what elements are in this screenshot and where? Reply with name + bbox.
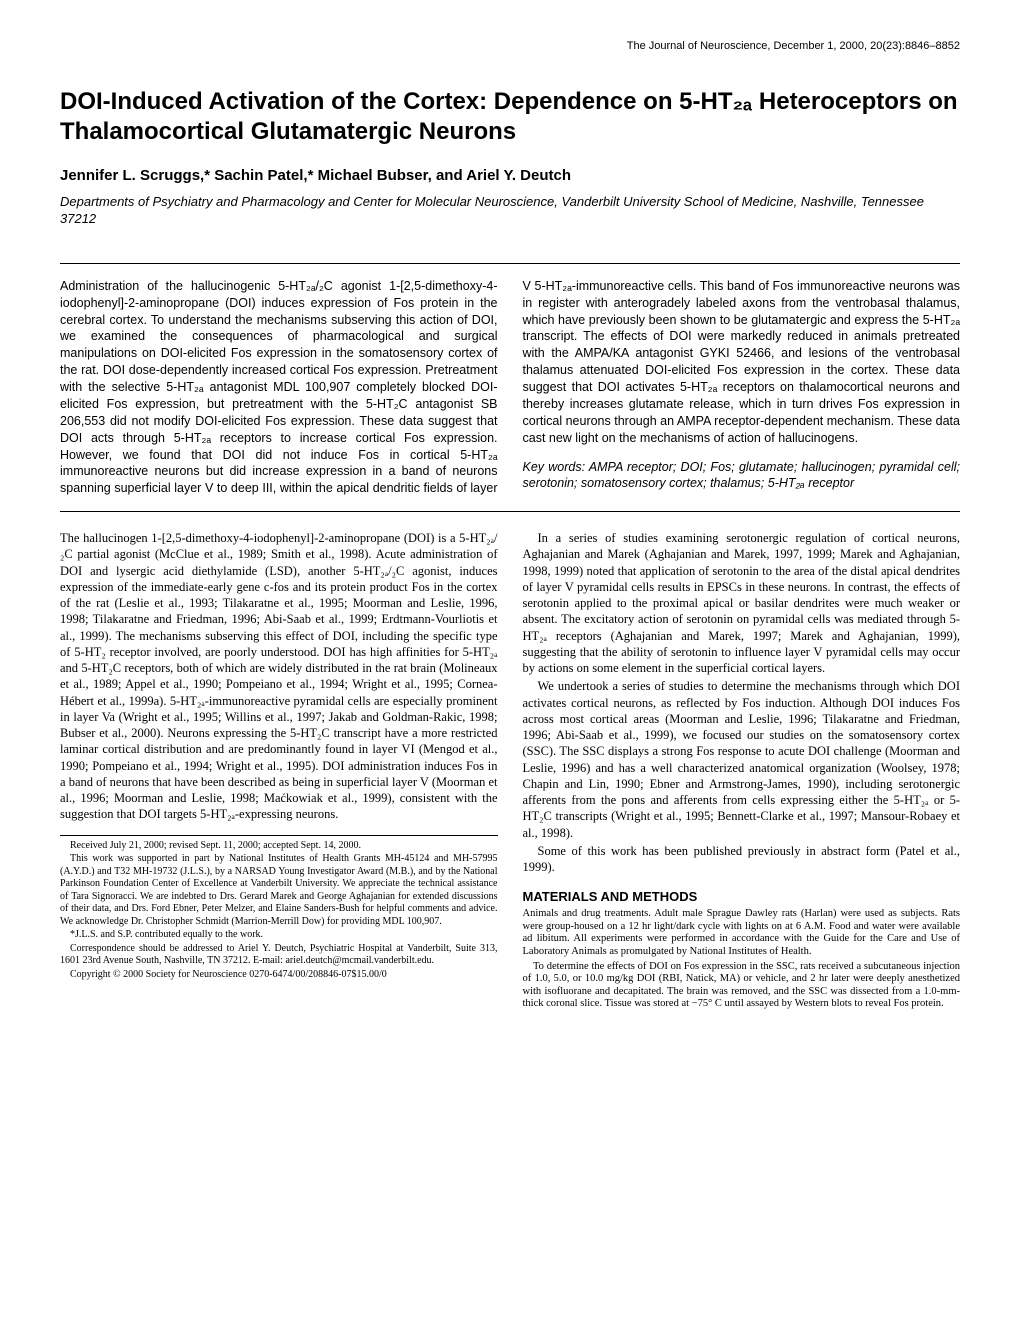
authors-line: Jennifer L. Scruggs,* Sachin Patel,* Mic… (60, 167, 960, 184)
methods-para-1: Animals and drug treatments. Adult male … (523, 908, 961, 958)
journal-header: The Journal of Neuroscience, December 1,… (60, 40, 960, 52)
body-columns: The hallucinogen 1-[2,5-dimethoxy-4-iodo… (60, 530, 960, 1011)
paper-title: DOI-Induced Activation of the Cortex: De… (60, 87, 960, 147)
abstract-block: Administration of the hallucinogenic 5-H… (60, 263, 960, 512)
footnote-equal: *J.L.S. and S.P. contributed equally to … (60, 929, 498, 942)
body-para-1: The hallucinogen 1-[2,5-dimethoxy-4-iodo… (60, 530, 498, 823)
body-para-2: In a series of studies examining seroton… (523, 530, 961, 676)
footnote-copyright: Copyright © 2000 Society for Neuroscienc… (60, 969, 498, 982)
body-para-3: We undertook a series of studies to dete… (523, 678, 961, 841)
footnote-correspondence: Correspondence should be addressed to Ar… (60, 943, 498, 968)
methods-heading: MATERIALS AND METHODS (523, 889, 961, 906)
affiliation-line: Departments of Psychiatry and Pharmacolo… (60, 194, 960, 228)
methods-block: Animals and drug treatments. Adult male … (523, 908, 961, 1011)
footnote-received: Received July 21, 2000; revised Sept. 11… (60, 840, 498, 853)
footnote-support: This work was supported in part by Natio… (60, 853, 498, 928)
keywords-line: Key words: AMPA receptor; DOI; Fos; glut… (523, 459, 961, 493)
methods-para-2: To determine the effects of DOI on Fos e… (523, 961, 961, 1011)
body-para-4: Some of this work has been published pre… (523, 843, 961, 876)
footnotes-block: Received July 21, 2000; revised Sept. 11… (60, 835, 498, 982)
